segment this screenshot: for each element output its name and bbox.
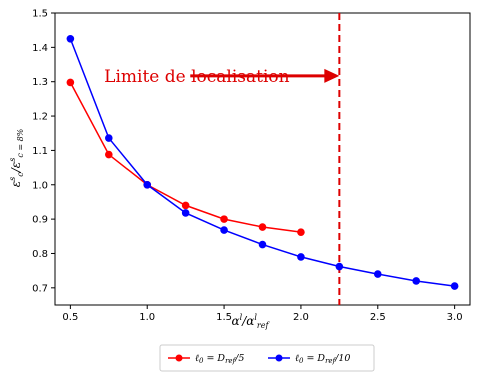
- data-point: [220, 226, 228, 234]
- x-tick-label: 1.5: [216, 312, 232, 323]
- data-point: [104, 134, 113, 142]
- data-point: [143, 180, 152, 189]
- data-point: [297, 253, 305, 261]
- y-axis-ticks: 0.7 0.8 0.9 1.0 1.1 1.2 1.3 1.4 1.5: [32, 9, 55, 294]
- x-tick-label: 3.0: [447, 312, 463, 323]
- data-point: [181, 209, 190, 217]
- plot-frame: [54, 12, 471, 306]
- data-point: [258, 223, 267, 231]
- y-tick-label: 0.9: [32, 215, 48, 226]
- data-point: [66, 34, 75, 43]
- data-point: [258, 240, 267, 249]
- y-axis-label: εsc/εsc = 8%: [8, 128, 25, 187]
- y-tick-label: 0.8: [32, 249, 48, 260]
- y-tick-label: 1.3: [32, 77, 48, 88]
- legend: ℓ0 = Dref/5 ℓ0 = Dref/10: [159, 344, 375, 372]
- y-tick-label: 1.2: [32, 112, 48, 123]
- data-point: [220, 215, 228, 223]
- data-point: [297, 228, 305, 236]
- data-point: [373, 270, 382, 278]
- y-tick-label: 1.4: [32, 43, 48, 54]
- data-point: [412, 277, 421, 285]
- y-tick-label: 1.0: [32, 180, 48, 191]
- y-tick-label: 0.7: [32, 283, 48, 294]
- series-2: [66, 34, 459, 290]
- y-tick-label: 1.1: [32, 146, 48, 157]
- legend-label-series-2: ℓ0 = Dref/10: [295, 353, 350, 365]
- x-tick-label: 0.5: [62, 312, 78, 323]
- x-tick-label: 2.0: [293, 312, 309, 323]
- svg-text:εsc/εsc = 8%: εsc/εsc = 8%: [8, 128, 25, 187]
- data-point: [335, 262, 344, 271]
- data-point: [181, 201, 190, 210]
- x-axis-ticks: 0.5 1.0 1.5 2.0 2.5 3.0: [62, 305, 463, 323]
- x-tick-label: 1.0: [139, 312, 155, 323]
- series-layer: [66, 34, 459, 290]
- annotation-arrow-head: [324, 68, 340, 83]
- x-tick-label: 2.5: [370, 312, 386, 323]
- y-tick-label: 1.5: [32, 9, 48, 20]
- legend-marker-blue: [275, 354, 283, 362]
- x-axis-label: αl/αlref: [232, 313, 271, 330]
- data-point: [104, 150, 113, 159]
- data-point: [66, 78, 75, 87]
- svg-text:αl/αlref: αl/αlref: [232, 313, 271, 330]
- legend-marker-red: [175, 354, 183, 362]
- data-point: [450, 282, 459, 290]
